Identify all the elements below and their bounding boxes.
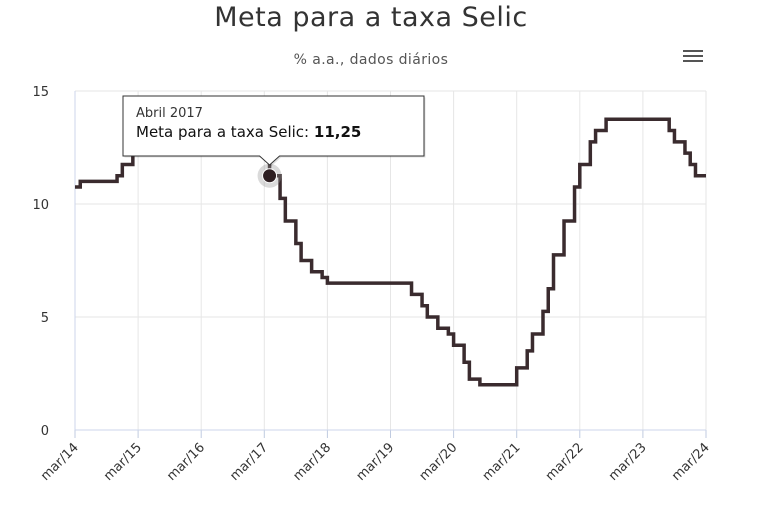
tooltip-date: Abril 2017 [136,106,203,121]
tooltip-box [122,95,425,166]
y-axis: 0 5 10 15 [32,85,76,439]
x-tick-label: mar/16 [164,440,208,484]
tooltip-text: Meta para a taxa Selic: 11,25 [136,123,361,141]
hamburger-icon-line [683,60,703,62]
x-tick-label: mar/18 [290,440,334,484]
tooltip-series-label: Meta para a taxa Selic: [136,123,314,141]
tooltip-value: 11,25 [314,123,361,141]
x-axis: mar/14 mar/15 mar/16 mar/17 mar/18 mar/19 mar/… [38,429,713,484]
hover-point [262,168,278,184]
hamburger-icon [683,50,703,52]
y-tick-label: 0 [41,424,49,439]
x-tick-label: mar/19 [354,440,398,484]
y-tick-label: 15 [32,85,49,100]
y-tick-label: 5 [41,311,49,326]
x-tick-label: mar/22 [543,440,587,484]
x-tick-label: mar/23 [606,440,650,484]
tooltip: Abril 2017 Meta para a taxa Selic: 11,25 [122,95,426,188]
chart-title: Meta para a taxa Selic [214,2,528,33]
chart-menu-button[interactable] [678,44,706,68]
x-tick-label: mar/14 [38,440,82,484]
y-tick-label: 10 [32,198,49,213]
chart-subtitle: % a.a., dados diários [293,52,449,68]
x-tick-label: mar/17 [227,440,271,484]
x-tick-label: mar/20 [417,440,461,484]
x-tick-label: mar/15 [101,440,145,484]
x-tick-label: mar/24 [669,440,713,484]
hamburger-icon-line [683,55,703,57]
x-tick-label: mar/21 [480,440,524,484]
